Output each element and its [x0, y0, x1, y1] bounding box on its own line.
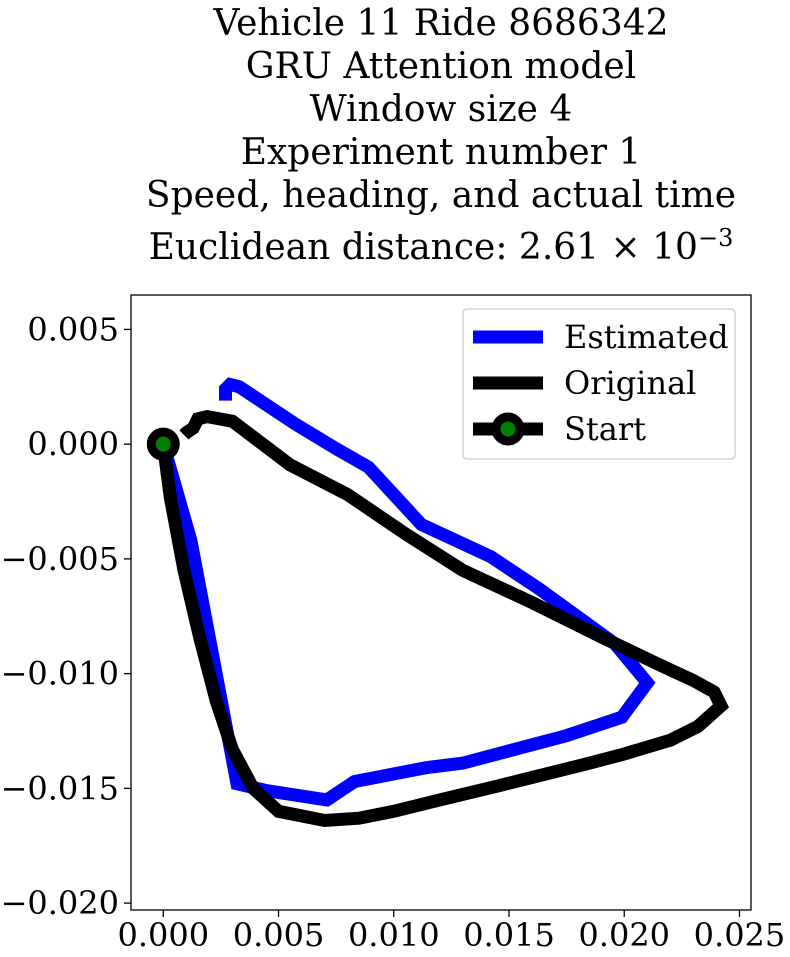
title-distance-base: 10	[652, 227, 698, 268]
series-line-estimated	[157, 377, 656, 807]
legend-label-original: Original	[564, 364, 696, 402]
title-distance-times: ×	[610, 227, 641, 268]
legend-label-estimated: Estimated	[564, 318, 729, 356]
y-tick-label: −0.015	[1, 769, 119, 807]
y-tick-label: 0.005	[27, 310, 119, 348]
title-line-1: Vehicle 11 Ride 8686342	[213, 3, 669, 44]
x-axis: 0.000 0.005 0.010 0.015 0.020 0.025	[117, 910, 785, 954]
x-tick-label: 0.010	[348, 916, 440, 954]
x-tick-label: 0.020	[578, 916, 670, 954]
legend-label-start: Start	[564, 410, 646, 448]
x-tick-label: 0.025	[694, 916, 786, 954]
x-tick-label: 0.015	[463, 916, 555, 954]
legend-marker-start	[491, 412, 525, 446]
title-line-2: GRU Attention model	[245, 46, 637, 87]
chart-title: Vehicle 11 Ride 8686342 GRU Attention mo…	[0, 2, 790, 269]
title-distance-prefix: Euclidean distance: 2.61	[148, 227, 600, 268]
x-tick-label: 0.005	[233, 916, 325, 954]
x-tick-label: 0.000	[117, 916, 209, 954]
y-tick-label: 0.000	[27, 425, 119, 463]
title-line-5: Speed, heading, and actual time	[145, 175, 737, 216]
y-axis: 0.005 0.000 −0.005 −0.010 −0.015 −0.020	[1, 310, 131, 922]
series-line-original	[156, 409, 730, 828]
series-layer	[146, 377, 730, 828]
title-line-3: Window size 4	[309, 89, 573, 130]
plot-frame	[130, 294, 752, 911]
y-tick-label: −0.020	[1, 884, 119, 922]
y-tick-label: −0.005	[1, 540, 119, 578]
legend: Estimated Original Start	[462, 308, 736, 460]
title-line-4: Experiment number 1	[240, 132, 642, 173]
start-marker	[146, 427, 180, 461]
legend-box	[462, 308, 736, 460]
y-tick-label: −0.010	[1, 655, 119, 693]
title-distance-exponent: −3	[697, 224, 734, 252]
title-line-6: Euclidean distance: 2.61 × 10−3	[0, 217, 790, 269]
